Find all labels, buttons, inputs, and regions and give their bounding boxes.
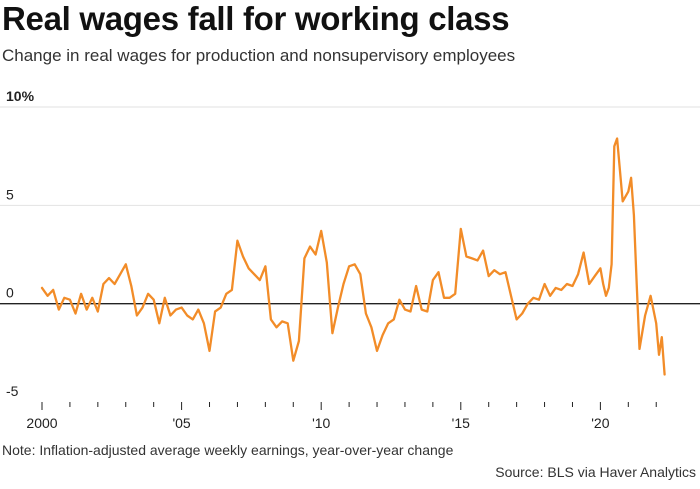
x-tick-label: '15	[452, 415, 470, 431]
y-tick-label: -5	[6, 383, 19, 399]
x-tick-label: '10	[312, 415, 330, 431]
y-tick-label: 5	[6, 186, 14, 202]
gridlines	[0, 106, 700, 305]
x-tick-label: '20	[591, 415, 609, 431]
x-tick-label: 2000	[26, 415, 57, 431]
source-credit: Source: BLS via Haver Analytics	[495, 464, 696, 480]
x-tick-label: '05	[172, 415, 190, 431]
y-tick-label: 10%	[6, 88, 35, 104]
footnote: Note: Inflation-adjusted average weekly …	[2, 442, 454, 458]
y-axis-ticks: 10% 5 0 -5	[6, 88, 35, 399]
series-line	[40, 137, 666, 376]
y-tick-label: 0	[6, 285, 14, 301]
x-axis-ticks: 2000 '05 '10 '15 '20	[26, 402, 657, 431]
chart-subtitle: Change in real wages for production and …	[2, 46, 516, 65]
chart-title: Real wages fall for working class	[2, 0, 510, 37]
